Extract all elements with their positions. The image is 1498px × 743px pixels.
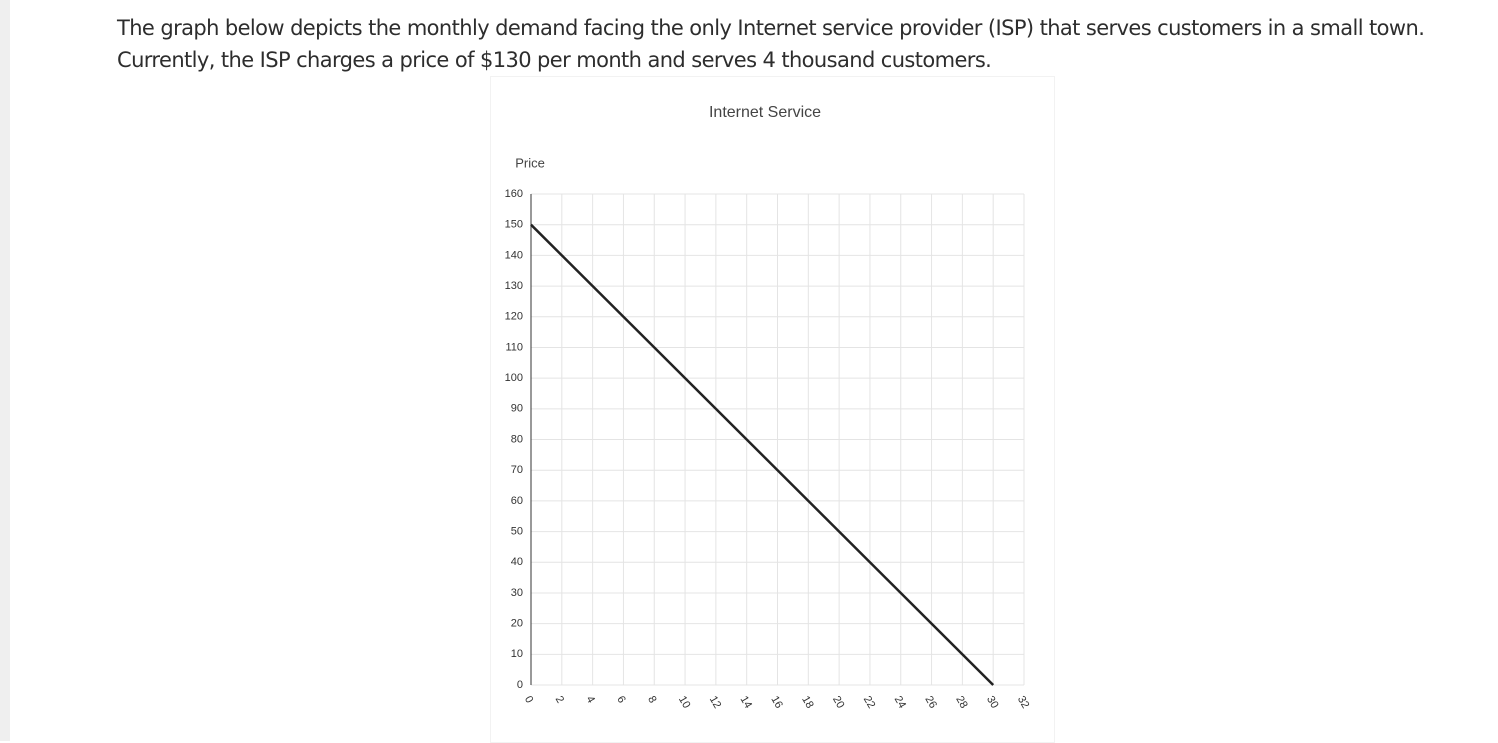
x-tick-label: 26 xyxy=(922,694,939,711)
x-tick-label: 24 xyxy=(892,694,909,711)
x-tick-label: 14 xyxy=(738,694,755,711)
x-tick-label: 8 xyxy=(645,694,658,705)
y-axis-label: Price xyxy=(515,155,545,170)
x-tick-label: 2 xyxy=(553,694,566,705)
x-tick-label: 18 xyxy=(799,694,816,711)
question-line: Currently, the ISP charges a price of $1… xyxy=(117,48,992,72)
y-tick-label: 50 xyxy=(511,525,523,537)
x-tick-label: 20 xyxy=(830,694,847,711)
y-tick-label: 40 xyxy=(511,556,523,568)
y-tick-label: 120 xyxy=(505,311,523,323)
x-tick-label: 16 xyxy=(768,694,785,711)
x-tick-label: 28 xyxy=(953,694,970,711)
x-tick-label: 22 xyxy=(861,694,878,711)
y-tick-label: 10 xyxy=(511,648,523,660)
x-tick-label: 6 xyxy=(614,694,627,705)
y-tick-label: 30 xyxy=(511,587,523,599)
y-tick-label: 70 xyxy=(511,464,523,476)
x-tick-label: 12 xyxy=(707,694,724,711)
x-tick-label: 0 xyxy=(522,694,535,705)
chart-panel xyxy=(490,76,1055,743)
side-strip xyxy=(0,0,10,741)
y-tick-label: 160 xyxy=(505,188,523,200)
y-tick-label: 150 xyxy=(505,219,523,231)
y-tick-label: 100 xyxy=(505,372,523,384)
x-tick-label: 4 xyxy=(584,694,597,705)
y-tick-label: 0 xyxy=(517,679,523,691)
question-line: The graph below depicts the monthly dema… xyxy=(117,16,1425,40)
y-tick-label: 20 xyxy=(511,618,523,630)
x-tick-label: 32 xyxy=(1015,694,1032,711)
y-tick-label: 110 xyxy=(505,341,523,353)
demand-line xyxy=(530,223,995,686)
y-tick-label: 80 xyxy=(511,433,523,445)
x-tick-label: 30 xyxy=(984,694,1001,711)
y-tick-label: 90 xyxy=(511,403,523,415)
chart-title: Internet Service xyxy=(709,104,821,121)
question-text: The graph below depicts the monthly dema… xyxy=(117,12,1425,76)
y-tick-label: 130 xyxy=(505,280,523,292)
y-tick-label: 60 xyxy=(511,495,523,507)
y-tick-label: 140 xyxy=(505,249,523,261)
x-tick-label: 10 xyxy=(676,694,693,711)
